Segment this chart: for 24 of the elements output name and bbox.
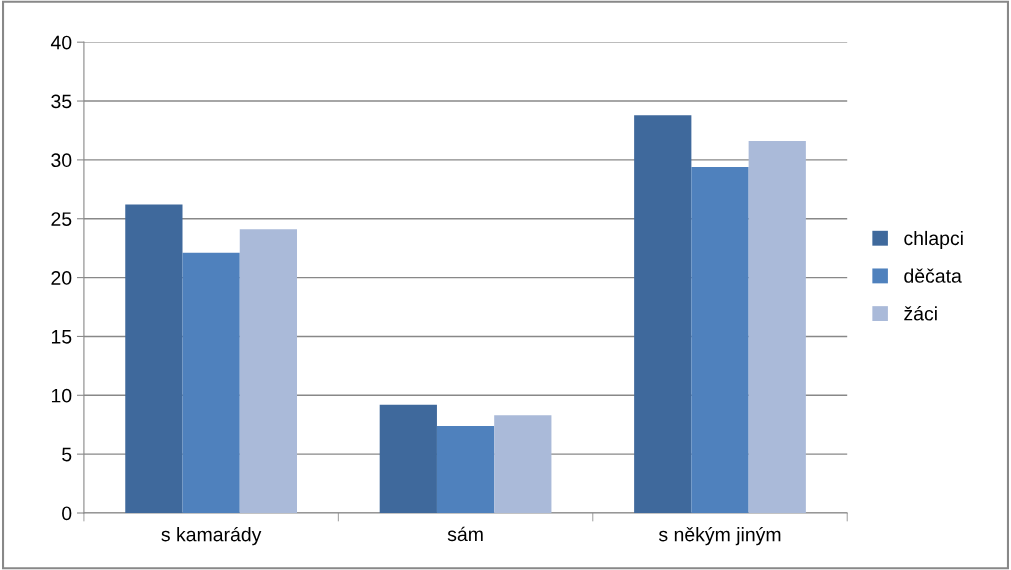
y-tick-label: 35: [51, 94, 72, 109]
legend-label: chlapci: [904, 230, 963, 250]
y-tick-label: 5: [62, 447, 72, 462]
bar: [239, 229, 297, 513]
x-tick-label: sám: [447, 526, 483, 542]
bar: [125, 204, 183, 513]
bar: [436, 425, 495, 513]
y-tick-label: 25: [51, 212, 72, 226]
x-tick-label: s někým jiným: [658, 526, 781, 546]
y-tick-label: 40: [50, 35, 72, 50]
y-tick-label: 0: [62, 506, 72, 521]
bar: [379, 404, 437, 513]
bar: [691, 166, 749, 513]
y-tick-label: 20: [51, 271, 72, 285]
bar: [494, 415, 552, 513]
x-tick-label: s kamarády: [161, 526, 262, 546]
y-tick-label: 30: [51, 153, 72, 168]
legend-label: žáci: [904, 306, 937, 321]
bar: [182, 252, 240, 513]
y-tick-label: 10: [51, 388, 72, 403]
bar: [634, 115, 692, 513]
bar: [748, 141, 806, 513]
legend-label: děčata: [904, 268, 962, 283]
y-tick-label: 15: [51, 330, 72, 344]
